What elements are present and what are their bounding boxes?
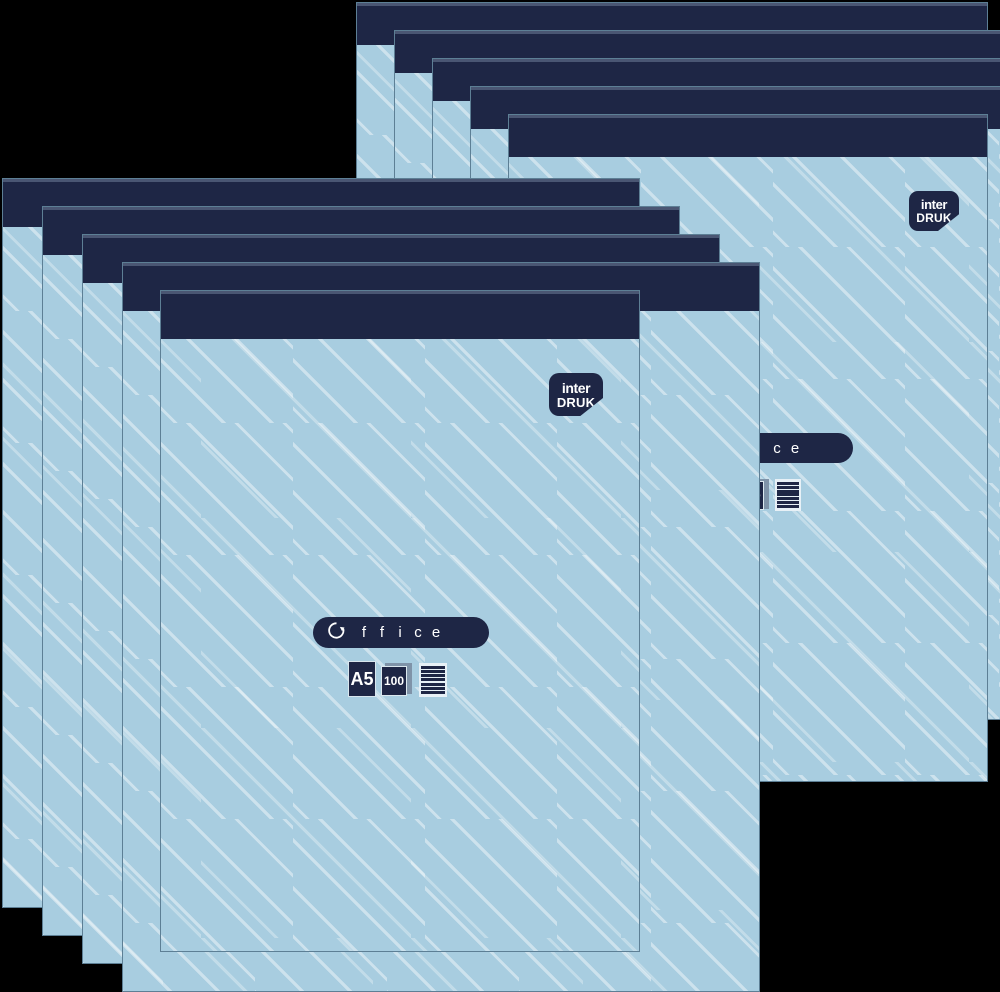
interdruk-logo-line2: DRUK — [556, 394, 596, 410]
ruling-line — [777, 504, 799, 508]
format-badge: A5 — [348, 661, 376, 697]
series-name-pill: f f i c e — [313, 617, 489, 648]
sheet-count-badge: 100 — [381, 663, 413, 697]
interdruk-logo-line2: DRUK — [916, 211, 952, 225]
ruling-line — [777, 485, 799, 489]
ruling-line — [421, 666, 445, 669]
series-letter: f — [379, 624, 385, 641]
interdruk-logo-line1: inter — [561, 379, 591, 396]
series-name-letters: f f i c e — [355, 624, 445, 641]
ruling-line — [421, 678, 445, 682]
sheet-count-value-box: 100 — [381, 666, 407, 696]
lined-pages-icon — [419, 663, 447, 697]
ruling-line — [421, 674, 445, 678]
series-letter: c — [773, 439, 781, 457]
ruling-line — [421, 682, 445, 686]
series-letter: i — [398, 624, 402, 641]
series-letter: c — [414, 624, 422, 641]
interdruk-logo-line1: inter — [920, 197, 948, 212]
series-letter: f — [361, 624, 367, 641]
cover-header-band — [509, 115, 987, 157]
lined-pages-icon — [775, 479, 801, 511]
ruling-line — [777, 482, 799, 485]
series-letter: e — [790, 439, 800, 457]
notebook-front-main: inter DRUK f f i c e — [160, 290, 640, 952]
interdruk-logo: inter DRUK — [909, 191, 959, 231]
ruling-line — [777, 501, 799, 505]
cover-header-band — [161, 291, 639, 339]
ruling-line — [777, 497, 799, 501]
ruling-line — [777, 489, 799, 493]
ruling-line — [421, 690, 445, 694]
sheet-count-value: 100 — [383, 674, 405, 688]
circular-arrow-o-icon — [327, 621, 346, 645]
series-letter: e — [431, 624, 441, 641]
ruling-line — [421, 686, 445, 690]
ruling-line — [777, 493, 799, 497]
spec-badges: A5 100 — [348, 661, 447, 697]
ruling-line — [421, 670, 445, 674]
